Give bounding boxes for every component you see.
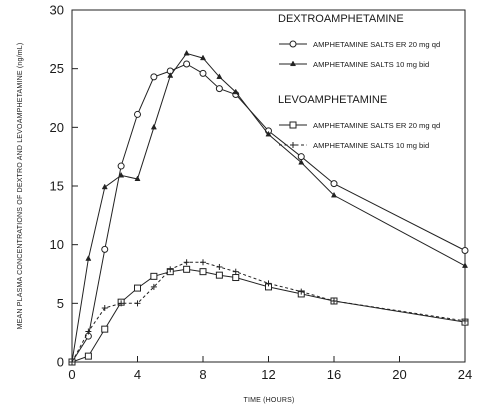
data-point: [85, 328, 92, 335]
data-point: [216, 73, 223, 79]
x-tick-label: 12: [261, 367, 275, 382]
data-point: [167, 72, 174, 78]
data-point: [101, 305, 108, 312]
x-tick-label: 4: [134, 367, 141, 382]
data-point: [183, 49, 190, 56]
data-point: [134, 110, 141, 118]
data-point: [150, 283, 157, 290]
y-axis-title: MEAN PLASMA CONCENTRATIONS OF DEXTRO AND…: [17, 43, 24, 330]
data-point: [461, 247, 469, 255]
data-point: [232, 268, 239, 275]
data-point: [167, 266, 174, 273]
data-point: [183, 265, 191, 273]
data-point: [101, 325, 109, 333]
data-point: [298, 288, 305, 295]
legend: DEXTROAMPHETAMINE AMPHETAMINE SALTS ER 20…: [278, 13, 440, 150]
x-tick-label: 20: [392, 367, 406, 382]
data-point: [101, 245, 109, 253]
y-tick-label: 10: [50, 237, 64, 252]
legend-item-label: AMPHETAMINE SALTS 10 mg bid: [313, 141, 429, 150]
data-point: [232, 88, 239, 95]
legend-swatch-marker: [289, 121, 297, 129]
data-point: [118, 300, 125, 307]
data-point: [199, 69, 207, 77]
data-point: [84, 352, 92, 360]
series-3: [69, 259, 468, 365]
data-point: [200, 259, 206, 266]
data-point: [265, 130, 272, 137]
legend-item-label: AMPHETAMINE SALTS 10 mg bid: [313, 60, 429, 69]
data-point: [101, 183, 108, 190]
legend-swatch-marker: [290, 142, 296, 148]
data-point: [462, 317, 468, 324]
data-point: [215, 85, 223, 93]
x-axis-title: TIME (HOURS): [243, 397, 294, 404]
legend-group-title: LEVOAMPHETAMINE: [278, 94, 387, 106]
data-point: [134, 300, 141, 307]
data-point: [150, 73, 158, 81]
axis-ticks: 0 4 8 12 16 20 24 0 5 10 15 20 25 30: [50, 3, 473, 383]
x-tick-label: 8: [199, 367, 206, 382]
legend-swatch-marker: [289, 40, 297, 48]
y-tick-label: 20: [50, 120, 64, 135]
data-point: [69, 359, 75, 365]
data-point: [199, 54, 207, 61]
data-point: [265, 280, 272, 287]
y-tick-label: 30: [50, 3, 64, 18]
data-point: [150, 272, 158, 280]
data-point: [297, 153, 305, 161]
x-tick-label: 24: [458, 367, 472, 382]
data-point: [134, 284, 141, 292]
data-point: [85, 255, 92, 261]
y-tick-label: 5: [57, 296, 64, 311]
data-point: [134, 175, 141, 182]
data-point: [331, 297, 337, 304]
legend-item-label: AMPHETAMINE SALTS ER 20 mg qd: [313, 121, 440, 130]
series-layer: [68, 49, 469, 366]
data-point: [118, 171, 125, 178]
y-tick-label: 0: [57, 355, 64, 370]
x-tick-label: 16: [327, 367, 341, 382]
legend-group-title: DEXTROAMPHETAMINE: [278, 13, 404, 25]
data-point: [183, 60, 191, 68]
x-tick-label: 0: [68, 367, 75, 382]
data-point: [216, 263, 223, 270]
legend-item-label: AMPHETAMINE SALTS ER 20 mg qd: [313, 40, 440, 49]
data-point: [330, 180, 338, 188]
data-point: [298, 159, 305, 165]
data-point: [461, 262, 469, 268]
y-tick-label: 15: [50, 179, 64, 194]
y-tick-label: 25: [50, 61, 64, 76]
data-point: [215, 271, 223, 279]
data-point: [330, 191, 338, 198]
data-point: [199, 268, 207, 276]
legend-swatch-marker: [289, 60, 297, 67]
data-point: [183, 259, 190, 266]
data-point: [150, 123, 157, 130]
data-point: [232, 274, 240, 282]
data-point: [117, 162, 125, 170]
